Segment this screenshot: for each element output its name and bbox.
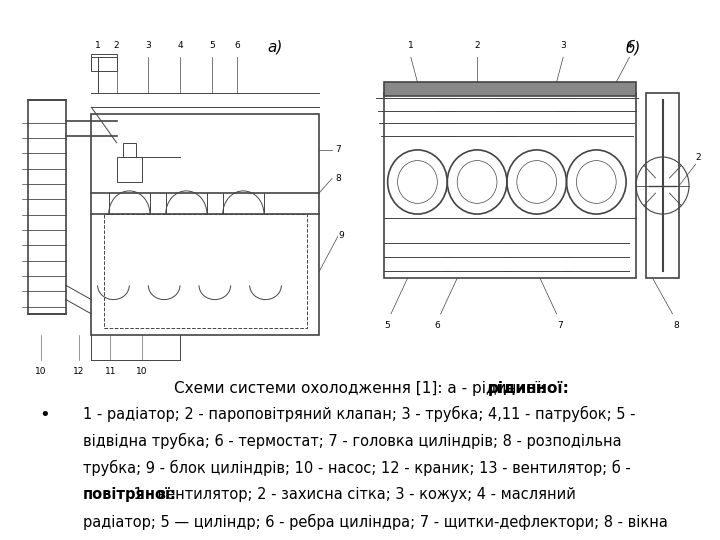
Bar bbox=[28, 100, 66, 314]
Text: 2: 2 bbox=[696, 152, 701, 161]
Text: 5: 5 bbox=[209, 41, 215, 50]
Bar bbox=[91, 53, 117, 71]
Bar bbox=[384, 93, 636, 278]
Text: 3: 3 bbox=[145, 41, 151, 50]
Text: 8: 8 bbox=[336, 174, 341, 183]
Text: 1: 1 bbox=[95, 41, 101, 50]
Bar bbox=[91, 114, 320, 335]
Text: 3: 3 bbox=[560, 41, 566, 50]
Text: 4: 4 bbox=[177, 41, 183, 50]
Text: б): б) bbox=[625, 39, 640, 55]
Text: 7: 7 bbox=[336, 145, 341, 154]
Text: 6: 6 bbox=[234, 41, 240, 50]
Text: радіатор; 5 — циліндр; 6 - ребра циліндра; 7 - щитки-дефлектори; 8 - вікна: радіатор; 5 — циліндр; 6 - ребра циліндр… bbox=[83, 514, 667, 530]
Text: а): а) bbox=[267, 39, 283, 55]
Text: 9: 9 bbox=[338, 231, 344, 240]
Text: 5: 5 bbox=[384, 321, 390, 330]
Text: трубка; 9 - блок циліндрів; 10 - насос; 12 - краник; 13 - вентилятор; б -: трубка; 9 - блок циліндрів; 10 - насос; … bbox=[83, 460, 631, 476]
Text: 10: 10 bbox=[136, 367, 148, 376]
Text: 7: 7 bbox=[557, 321, 563, 330]
Text: 10: 10 bbox=[35, 367, 46, 376]
Text: Схеми системи охолодження [1]: а - рідинної:: Схеми системи охолодження [1]: а - рідин… bbox=[174, 381, 546, 396]
Text: 2: 2 bbox=[114, 41, 120, 50]
Bar bbox=[104, 214, 307, 328]
Bar bbox=[123, 143, 135, 157]
Text: 1: 1 bbox=[408, 41, 414, 50]
Bar bbox=[646, 93, 679, 278]
Text: 8: 8 bbox=[673, 321, 679, 330]
Text: рідинної:: рідинної: bbox=[487, 381, 570, 396]
Text: 12: 12 bbox=[73, 367, 84, 376]
Bar bbox=[384, 82, 636, 97]
Text: 11: 11 bbox=[104, 367, 116, 376]
Text: 1 - вентилятор; 2 - захисна сітка; 3 - кожух; 4 - масляний: 1 - вентилятор; 2 - захисна сітка; 3 - к… bbox=[129, 487, 575, 502]
Text: 6: 6 bbox=[434, 321, 440, 330]
Bar bbox=[117, 157, 142, 182]
Text: 1 - радіатор; 2 - пароповітряний клапан; 3 - трубка; 4,11 - патрубок; 5 -: 1 - радіатор; 2 - пароповітряний клапан;… bbox=[83, 406, 635, 422]
Text: 4: 4 bbox=[626, 41, 632, 50]
Text: 2: 2 bbox=[474, 41, 480, 50]
Text: відвідна трубка; 6 - термостат; 7 - головка циліндрів; 8 - розподільна: відвідна трубка; 6 - термостат; 7 - голо… bbox=[83, 433, 621, 449]
Text: •: • bbox=[40, 406, 50, 424]
Text: повітряної:: повітряної: bbox=[83, 487, 176, 502]
